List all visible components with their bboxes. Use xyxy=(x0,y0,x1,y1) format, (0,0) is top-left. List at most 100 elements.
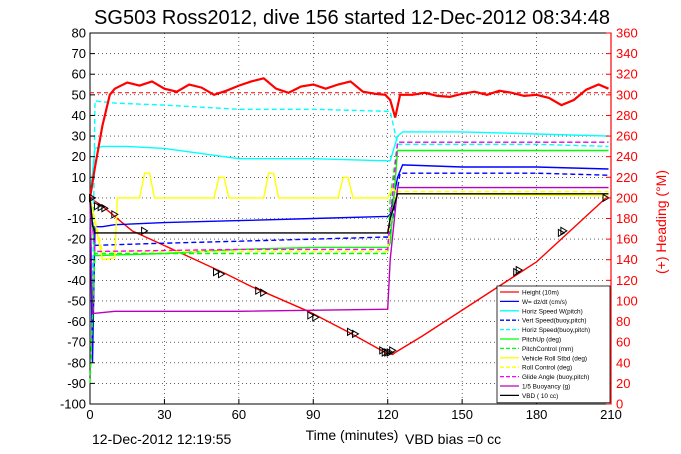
x-axis-label: Time (minutes) xyxy=(306,427,399,443)
legend-label: Roll Control (deg) xyxy=(522,365,572,372)
marker-point xyxy=(515,265,524,275)
marker-point xyxy=(111,210,119,219)
marker-point xyxy=(381,348,390,357)
y-tick-label: -50 xyxy=(67,293,86,308)
y-right-tick-label: 180 xyxy=(616,211,638,226)
series-line-2 xyxy=(89,131,609,198)
footer-timestamp: 12-Dec-2012 12:19:55 xyxy=(92,431,232,447)
series-line-10 xyxy=(89,186,609,314)
y-right-tick-label: 60 xyxy=(616,335,630,350)
y-right-tick-label: 260 xyxy=(616,129,638,144)
marker-point xyxy=(347,327,355,337)
heading-line xyxy=(88,77,609,199)
x-tick-label: 0 xyxy=(86,407,93,422)
marker-point xyxy=(307,311,315,320)
y-tick-label: 0 xyxy=(79,190,86,205)
y-right-tick-label: 160 xyxy=(616,232,638,247)
y-tick-label: 60 xyxy=(72,67,86,82)
y-right-tick-label: 120 xyxy=(616,273,638,288)
series-group xyxy=(89,100,609,384)
legend: Height (10m) W= dz/dt (cm/s) Horiz Speed W… xyxy=(496,285,611,404)
y-right-tick-label: 80 xyxy=(616,314,630,329)
y-tick-label: -40 xyxy=(67,273,86,288)
marker-group xyxy=(88,193,611,357)
y-tick-label: 20 xyxy=(72,149,86,164)
marker-point xyxy=(384,348,392,357)
y-tick-label: -60 xyxy=(67,314,86,329)
x-tick-label: 30 xyxy=(157,407,171,422)
heading-series xyxy=(88,77,611,199)
legend-label: 1/5 Buoyancy (g) xyxy=(522,384,570,391)
marker-point xyxy=(217,269,226,279)
marker-point xyxy=(379,346,387,355)
marker-point xyxy=(141,226,149,236)
y-tick-label: -100 xyxy=(60,397,86,412)
marker-point xyxy=(602,193,611,203)
marker-point xyxy=(560,226,568,236)
series-line-11 xyxy=(89,193,609,234)
legend-label: Horiz Speed W(pitch) xyxy=(522,308,583,315)
x-tick-label: 60 xyxy=(232,407,246,422)
y-tick-label: 50 xyxy=(72,87,86,102)
legend-label: Vert Speed(buoy,pitch) xyxy=(522,318,587,325)
y-axis-label-right: (+) Heading (°M) xyxy=(653,170,669,274)
chart-title: SG503 Ross2012, dive 156 started 12-Dec-… xyxy=(94,7,610,29)
y-right-tick-label: 320 xyxy=(616,67,638,82)
series-line-3 xyxy=(89,172,609,247)
x-tick-label: 210 xyxy=(600,407,622,422)
marker-point xyxy=(255,286,263,296)
y-tick-label: 10 xyxy=(72,170,86,185)
y-right-tick-label: 300 xyxy=(616,87,638,102)
y-right-tick-label: 240 xyxy=(616,149,638,164)
x-tick-label: 90 xyxy=(306,407,320,422)
legend-label: W= dz/dt (cm/s) xyxy=(522,299,567,306)
marker-point xyxy=(93,201,102,211)
legend-label: Height (10m) xyxy=(522,290,559,297)
series-line-1 xyxy=(89,164,609,363)
y-right-tick-label: 360 xyxy=(616,26,638,41)
y-right-tick-label: 140 xyxy=(616,252,638,267)
legend-label: Horiz Speed(buoy,pitch) xyxy=(522,327,590,334)
legend-label: PitchControl (mm) xyxy=(522,346,574,353)
legend-label: PitchUp (deg) xyxy=(522,337,561,344)
series-line-0 xyxy=(89,197,607,356)
y-right-tick-label: 0 xyxy=(616,397,623,412)
y-tick-label: -30 xyxy=(67,252,86,267)
y-tick-label: -70 xyxy=(67,335,86,350)
marker-point xyxy=(213,267,221,277)
y-tick-label: 80 xyxy=(72,26,86,41)
y-tick-label: 70 xyxy=(72,46,86,61)
marker-point xyxy=(351,329,360,339)
y-tick-label: -10 xyxy=(67,211,86,226)
y-right-tick-label: 220 xyxy=(616,170,638,185)
marker-point xyxy=(97,202,106,212)
x-tick-label: 120 xyxy=(377,407,399,422)
x-tick-label: 180 xyxy=(526,407,548,422)
marker-point xyxy=(389,346,397,355)
legend-label: Vehicle Roll Stbd (deg) xyxy=(522,355,587,362)
y-tick-label: 30 xyxy=(72,129,86,144)
marker-point xyxy=(386,348,395,357)
grid xyxy=(90,33,611,404)
y-right-tick-label: 200 xyxy=(616,190,638,205)
footer-vbd-bias: VBD bias =0 cc xyxy=(405,431,501,447)
marker-point xyxy=(557,228,566,238)
legend-label: Glide Angle (buoy,pitch) xyxy=(522,374,589,381)
x-tick-label: 150 xyxy=(451,407,473,422)
series-line-9 xyxy=(89,141,609,253)
y-right-tick-label: 100 xyxy=(616,293,638,308)
y-right-tick-label: 20 xyxy=(616,376,630,391)
marker-point xyxy=(513,267,521,277)
series-line-4 xyxy=(89,100,609,301)
y-right-tick-label: 280 xyxy=(616,108,638,123)
y-right-tick-label: 40 xyxy=(616,355,630,370)
series-line-6 xyxy=(89,141,609,384)
legend-label: VBD ( 10 cc) xyxy=(522,393,558,400)
y-tick-label: -80 xyxy=(67,355,86,370)
y-right-tick-label: 340 xyxy=(616,46,638,61)
marker-point xyxy=(312,313,320,322)
legend-box xyxy=(496,285,611,404)
axes: 0 30 60 90 120 150 180 210-100-90-80-70-60-50-4… xyxy=(60,26,638,423)
